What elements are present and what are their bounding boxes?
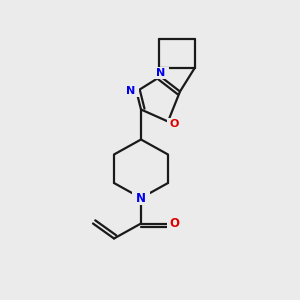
FancyBboxPatch shape [154, 67, 169, 79]
Text: N: N [157, 68, 166, 78]
FancyBboxPatch shape [132, 191, 150, 205]
Text: O: O [169, 217, 180, 230]
Text: N: N [127, 86, 136, 96]
Text: O: O [170, 119, 179, 129]
Text: N: N [136, 191, 146, 205]
FancyBboxPatch shape [167, 118, 182, 130]
FancyBboxPatch shape [167, 217, 182, 230]
FancyBboxPatch shape [124, 85, 139, 97]
